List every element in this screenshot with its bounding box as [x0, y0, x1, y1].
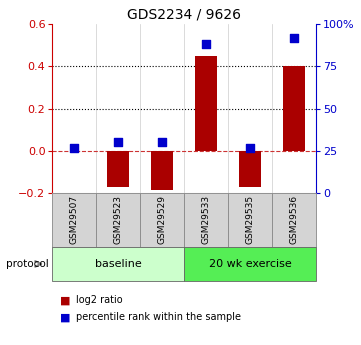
Bar: [239, 151, 261, 187]
Text: GSM29507: GSM29507: [70, 195, 79, 245]
Bar: [283, 66, 305, 151]
Text: protocol: protocol: [6, 259, 49, 269]
Point: [115, 140, 121, 145]
Bar: [52, 247, 184, 281]
Point: [159, 140, 165, 145]
Bar: [184, 247, 316, 281]
Text: baseline: baseline: [95, 259, 142, 269]
Bar: [96, 193, 140, 247]
Text: GSM29536: GSM29536: [290, 195, 299, 245]
Text: ■: ■: [60, 313, 70, 322]
Point: [203, 42, 209, 47]
Text: GSM29533: GSM29533: [201, 195, 210, 245]
Text: GSM29523: GSM29523: [114, 195, 123, 245]
Bar: [151, 151, 173, 190]
Text: log2 ratio: log2 ratio: [76, 295, 122, 305]
Bar: [52, 193, 96, 247]
Point: [247, 145, 253, 150]
Text: ■: ■: [60, 295, 70, 305]
Text: GSM29529: GSM29529: [158, 195, 167, 245]
Bar: [195, 56, 217, 151]
Bar: [272, 193, 316, 247]
Title: GDS2234 / 9626: GDS2234 / 9626: [127, 8, 241, 22]
Bar: [228, 193, 272, 247]
Bar: [107, 151, 129, 187]
Bar: [184, 193, 228, 247]
Point: [71, 145, 77, 150]
Text: percentile rank within the sample: percentile rank within the sample: [76, 313, 241, 322]
Text: 20 wk exercise: 20 wk exercise: [209, 259, 291, 269]
Bar: [140, 193, 184, 247]
Point: [291, 35, 297, 40]
Text: GSM29535: GSM29535: [245, 195, 255, 245]
